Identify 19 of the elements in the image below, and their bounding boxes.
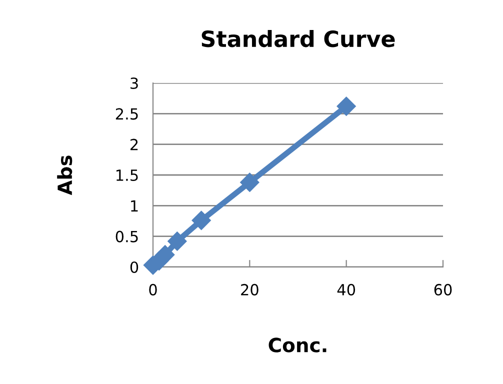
y-tick-label: 0.5: [116, 230, 138, 242]
x-tick-label: 20: [241, 284, 258, 296]
y-tick-label: 2.5: [116, 108, 138, 120]
y-tick-label: 3: [130, 77, 138, 90]
y-tick-label: 2: [130, 138, 138, 150]
y-axis-title: Abs: [57, 156, 72, 196]
x-tick-label: 0: [149, 284, 157, 296]
x-tick-label: 40: [337, 284, 356, 296]
point: [192, 210, 211, 230]
y-tick-label: 1: [131, 200, 138, 212]
y-tick-label: 0: [130, 261, 138, 274]
x-tick-label: 60: [434, 284, 452, 296]
x-axis-title: Conc.: [268, 338, 326, 352]
point: [156, 245, 175, 264]
point: [168, 232, 187, 251]
point: [336, 96, 356, 116]
y-tick-label: 1.5: [116, 170, 138, 182]
point: [240, 172, 260, 192]
chart-title: Standard Curve: [202, 30, 395, 48]
